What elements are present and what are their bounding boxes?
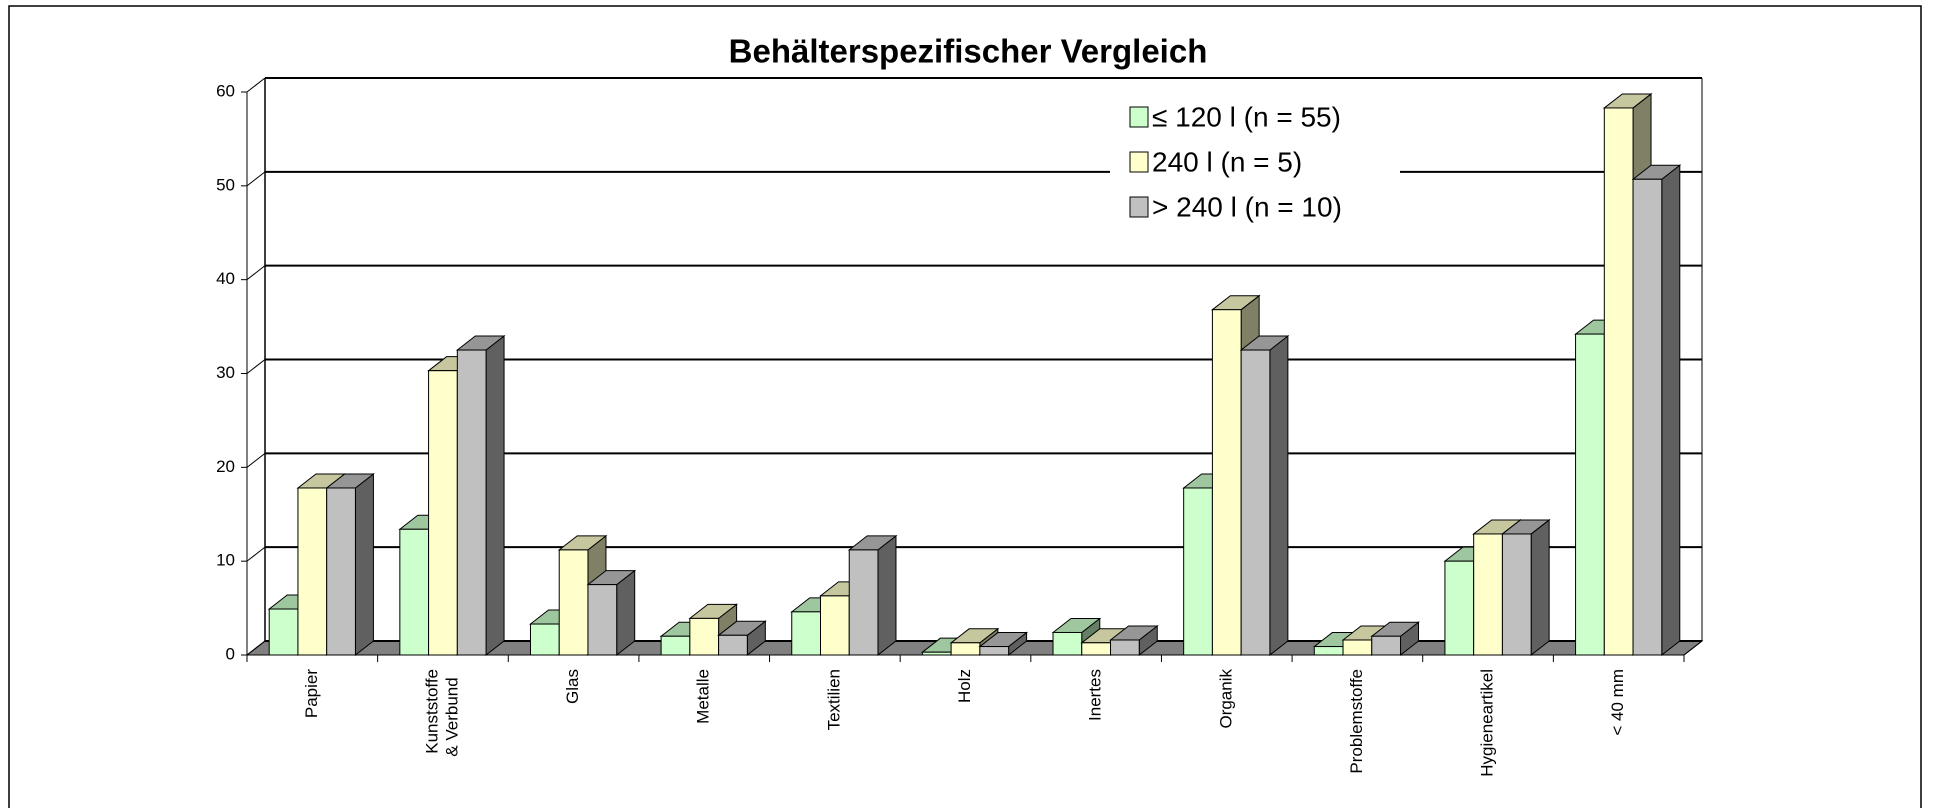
x-tick-label: Problemstoffe	[1347, 669, 1366, 774]
bar-side	[1269, 335, 1289, 657]
bar-side	[485, 335, 505, 657]
bar	[921, 651, 952, 656]
y-tick-label: 20	[216, 457, 235, 476]
legend-label: ≤ 120 l (n = 55)	[1152, 101, 1341, 132]
x-tick-label: Inertes	[1086, 669, 1105, 721]
bar	[1081, 642, 1112, 656]
bar	[326, 487, 356, 656]
x-tick-label: Holz	[955, 669, 974, 703]
bar	[1052, 631, 1083, 656]
grid-line-side	[246, 546, 266, 562]
bar	[268, 608, 299, 656]
grid-line-side	[246, 265, 266, 281]
bar	[1444, 560, 1475, 656]
bar	[979, 646, 1010, 656]
legend-swatch	[1129, 106, 1149, 128]
bar	[1183, 487, 1213, 656]
y-tick-label: 30	[216, 363, 235, 382]
bar	[1371, 635, 1402, 656]
grid-line-side	[246, 77, 266, 93]
x-tick-label: Papier	[302, 669, 321, 718]
bar-side	[877, 534, 897, 657]
grid-line-side	[246, 359, 266, 374]
floor-right	[1683, 640, 1703, 656]
legend-label: 240 l (n = 5)	[1152, 146, 1302, 177]
x-tick-label: Organik	[1216, 669, 1235, 729]
bar-side	[1661, 164, 1681, 657]
bar	[1575, 333, 1605, 656]
y-tick-label: 50	[216, 175, 235, 194]
x-tick-label: Hygieneartikel	[1478, 669, 1497, 777]
x-tick-label: < 40 mm	[1608, 669, 1627, 736]
y-tick-label: 40	[216, 269, 235, 288]
bar	[399, 528, 430, 656]
chart-title: Behälterspezifischer Vergleich	[729, 33, 1208, 70]
bar	[1342, 639, 1373, 656]
legend-swatch	[1129, 196, 1149, 218]
x-tick-label: Kunststoffe	[422, 669, 441, 754]
bar	[1313, 646, 1344, 656]
legend-swatch	[1129, 151, 1149, 173]
y-tick-label: 10	[216, 551, 235, 570]
bar-side	[1530, 518, 1550, 657]
bar	[1632, 178, 1663, 656]
bar	[718, 634, 748, 656]
x-tick-label: Textilien	[824, 669, 843, 730]
bar	[1110, 639, 1140, 656]
bar	[529, 623, 560, 656]
bar	[297, 487, 328, 656]
bar-side	[616, 569, 636, 657]
bar	[587, 584, 618, 656]
bar-side	[354, 472, 374, 657]
bar	[848, 549, 879, 656]
bar	[428, 370, 458, 656]
bar	[950, 642, 981, 656]
bar	[1211, 309, 1242, 656]
bar	[689, 617, 720, 656]
bar	[1240, 349, 1271, 656]
grid-line-side	[246, 171, 266, 187]
bar	[819, 595, 850, 656]
bar	[456, 349, 487, 656]
bar	[660, 635, 691, 656]
legend-label: > 240 l (n = 10)	[1152, 191, 1342, 222]
bar	[558, 549, 589, 656]
y-tick-label: 60	[216, 81, 235, 100]
x-tick-label: Metalle	[694, 669, 713, 724]
y-tick-label: 0	[226, 644, 235, 663]
grid-line-side	[246, 640, 266, 656]
x-tick-label: & Verbund	[442, 677, 461, 756]
bar	[1501, 533, 1532, 656]
bar	[1603, 107, 1634, 656]
x-tick-label: Glas	[563, 669, 582, 704]
bar	[791, 611, 821, 656]
legend-background	[1110, 95, 1400, 232]
bar	[1473, 533, 1503, 656]
grid-line-side	[246, 452, 266, 468]
